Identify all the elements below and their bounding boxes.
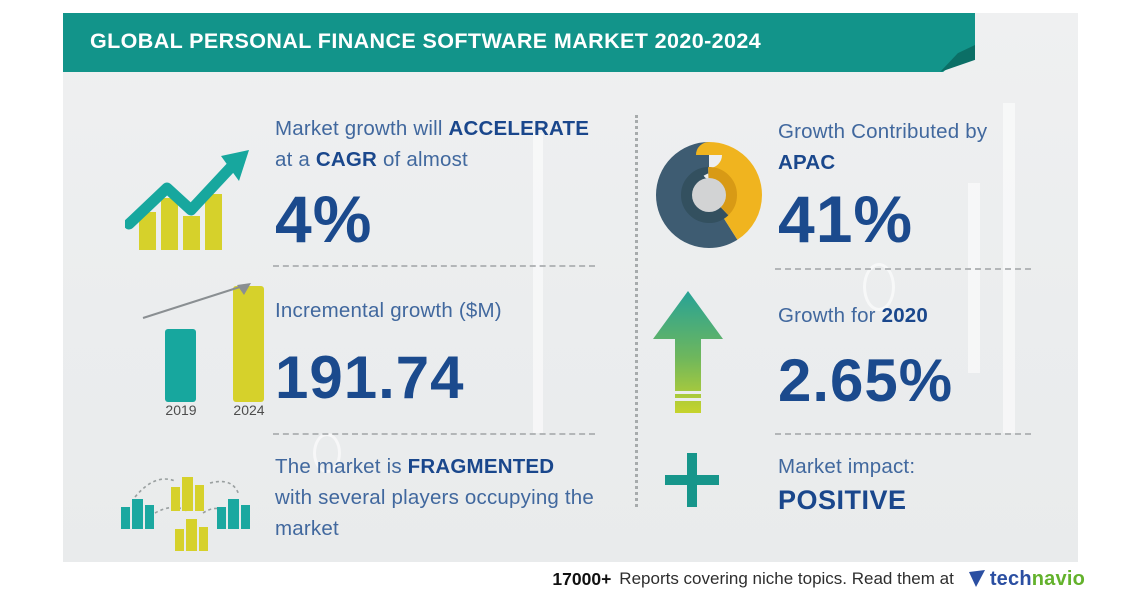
incremental-growth-value: 191.74 <box>275 344 465 411</box>
incremental-growth-bar-chart <box>142 283 264 402</box>
footer: 17000+ Reports covering niche topics. Re… <box>0 562 1140 596</box>
technavio-logo-navio: navio <box>1031 567 1085 590</box>
apac-value: 41% <box>778 182 914 256</box>
page-title: GLOBAL PERSONAL FINANCE SOFTWARE MARKET … <box>90 29 762 53</box>
plus-icon <box>665 453 719 507</box>
growth-chart-icon <box>125 150 249 250</box>
incremental-growth-label: Incremental growth ($M) <box>275 299 502 322</box>
apac-label: Growth Contributed by APAC <box>778 116 987 178</box>
market-impact-label: Market impact: <box>778 455 916 478</box>
apac-donut-chart <box>656 142 762 248</box>
background-texture <box>863 263 895 311</box>
growth-2020-label-pre: Growth for <box>778 304 882 327</box>
infographic-panel: GLOBAL PERSONAL FINANCE SOFTWARE MARKET … <box>63 13 1078 562</box>
accelerate-label-text: Market growth will <box>275 117 449 140</box>
fragmented-label-rest: with several players occupying the marke… <box>275 486 595 540</box>
cagr-value: 4% <box>275 182 373 256</box>
apac-label-text: Growth Contributed by <box>778 120 988 143</box>
growth-2020-year: 2020 <box>881 304 928 327</box>
divider <box>273 265 595 267</box>
growth-2020-label: Growth for 2020 <box>778 300 928 331</box>
apac-region: APAC <box>778 151 836 174</box>
cagr-keyword: CAGR <box>315 148 378 171</box>
divider <box>273 433 595 435</box>
divider <box>775 433 1031 435</box>
background-texture <box>968 183 980 373</box>
fragmented-keyword: FRAGMENTED <box>407 455 555 478</box>
growth-up-arrow-icon <box>653 291 723 413</box>
accelerate-label: Market growth will ACCELERATE at a CAGR … <box>275 113 589 175</box>
bar-label-2019: 2019 <box>165 402 197 418</box>
report-count: 17000+ <box>552 568 612 589</box>
fragmented-label-pre: The market is <box>275 455 408 478</box>
accelerate-keyword: ACCELERATE <box>448 117 590 140</box>
fragmented-market-icon <box>121 477 250 551</box>
background-texture <box>533 133 543 433</box>
bar-label-2024: 2024 <box>233 402 265 418</box>
column-divider <box>635 115 638 507</box>
header-banner: GLOBAL PERSONAL FINANCE SOFTWARE MARKET … <box>63 13 975 72</box>
fragmented-label: The market is FRAGMENTED with several pl… <box>275 451 620 544</box>
technavio-logo-tech: tech <box>989 567 1032 590</box>
footer-note: Reports covering niche topics. Read them… <box>619 569 954 588</box>
cagr-label-post: of almost <box>377 148 468 171</box>
technavio-logo-icon <box>968 570 985 587</box>
growth-2020-value: 2.65% <box>778 347 954 414</box>
market-impact-value: POSITIVE <box>778 485 907 515</box>
cagr-label-pre: at a <box>275 148 316 171</box>
technavio-logo: tech navio <box>968 568 1085 591</box>
divider <box>775 268 1031 270</box>
